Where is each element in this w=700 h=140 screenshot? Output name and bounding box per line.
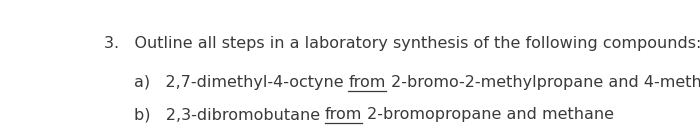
Text: 2-bromo-2-methylpropane and 4-methyl-1-pentyne: 2-bromo-2-methylpropane and 4-methyl-1-p… xyxy=(386,75,700,90)
Text: a)   2,7-dimethyl-4-octyne: a) 2,7-dimethyl-4-octyne xyxy=(134,75,349,90)
Text: from: from xyxy=(325,107,362,122)
Text: 2-bromopropane and methane: 2-bromopropane and methane xyxy=(362,107,614,122)
Text: from: from xyxy=(349,75,386,90)
Text: 3.   Outline all steps in a laboratory synthesis of the following compounds:: 3. Outline all steps in a laboratory syn… xyxy=(104,36,700,51)
Text: b)   2,3-dibromobutane: b) 2,3-dibromobutane xyxy=(134,107,325,122)
